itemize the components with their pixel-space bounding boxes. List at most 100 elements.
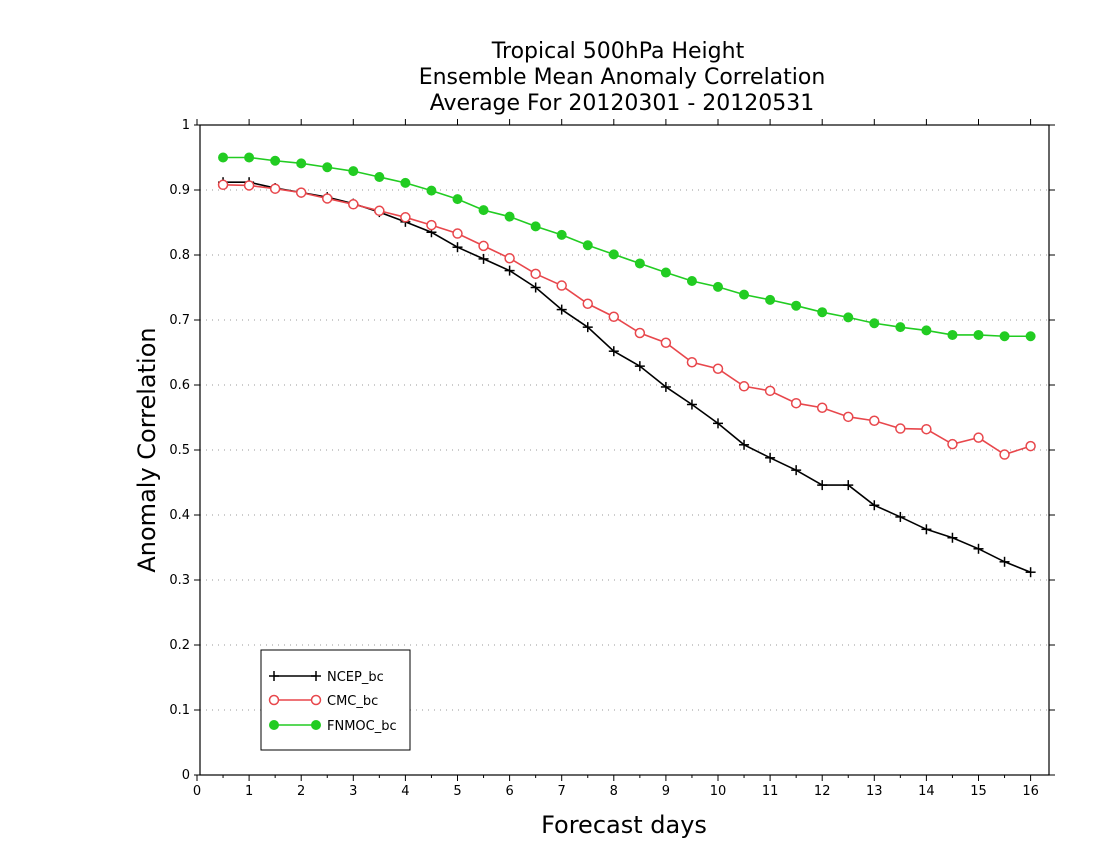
point-ncep-bc	[999, 556, 1010, 567]
legend: NCEP_bc CMC_bc FNMOC_bc	[260, 649, 411, 751]
x-tick-label: 5	[453, 784, 461, 799]
point-ncep-bc	[713, 418, 723, 429]
legend-marker-cmc-bc	[268, 694, 280, 706]
y-tick-label: 0.7	[169, 313, 190, 328]
point-cmc-bc	[582, 298, 593, 309]
point-fnmoc-bc	[426, 185, 437, 196]
series-fnmoc-bc	[218, 152, 1036, 342]
point-fnmoc-bc	[843, 312, 854, 323]
y-tick-label: 0.3	[169, 573, 190, 588]
point-fnmoc-bc	[556, 229, 567, 240]
legend-marker-cmc-bc	[310, 694, 322, 706]
point-ncep-bc	[608, 346, 619, 357]
series-line-ncep-bc	[223, 181, 1031, 573]
point-cmc-bc	[999, 449, 1010, 460]
chart-title-line-1: Tropical 500hPa Height	[491, 39, 745, 64]
point-fnmoc-bc	[296, 158, 307, 169]
point-cmc-bc	[374, 205, 385, 217]
point-fnmoc-bc	[791, 300, 802, 311]
point-fnmoc-bc	[739, 289, 750, 300]
point-cmc-bc	[217, 179, 229, 191]
point-cmc-bc	[738, 381, 750, 392]
point-fnmoc-bc	[582, 240, 593, 251]
point-fnmoc-bc	[218, 152, 229, 163]
point-ncep-bc	[791, 465, 802, 476]
point-cmc-bc	[895, 423, 906, 434]
point-fnmoc-bc	[921, 325, 932, 336]
x-tick-label: 8	[610, 784, 618, 799]
point-fnmoc-bc	[817, 307, 828, 318]
x-tick-label: 4	[401, 784, 409, 799]
point-fnmoc-bc	[400, 177, 411, 188]
x-axis-label: Forecast days	[541, 811, 707, 839]
point-ncep-bc	[973, 543, 984, 554]
point-cmc-bc	[269, 183, 281, 194]
point-fnmoc-bc	[374, 172, 385, 182]
point-fnmoc-bc	[608, 249, 619, 260]
point-ncep-bc	[660, 381, 671, 392]
point-cmc-bc	[712, 363, 724, 374]
point-ncep-bc	[765, 452, 776, 463]
point-cmc-bc	[556, 280, 567, 291]
legend-marker-fnmoc-bc	[269, 720, 279, 730]
x-tick-label: 14	[918, 784, 935, 799]
point-ncep-bc	[1025, 567, 1036, 578]
point-ncep-bc	[686, 399, 697, 410]
point-cmc-bc	[947, 438, 958, 450]
point-cmc-bc	[1025, 440, 1036, 452]
y-tick-label: 0.1	[169, 703, 190, 718]
x-tick-label: 6	[505, 784, 513, 799]
x-tick-label: 16	[1022, 784, 1039, 799]
y-tick-label: 0.9	[169, 183, 190, 198]
point-cmc-bc	[348, 199, 359, 210]
point-fnmoc-bc	[686, 276, 697, 286]
point-ncep-bc	[895, 511, 906, 522]
x-tick-label: 0	[193, 784, 201, 799]
point-fnmoc-bc	[322, 162, 333, 173]
point-cmc-bc	[869, 415, 880, 426]
y-tick-label: 0.6	[169, 378, 190, 393]
point-fnmoc-bc	[244, 152, 255, 163]
point-fnmoc-bc	[713, 281, 723, 292]
point-cmc-bc	[530, 268, 541, 280]
legend-marker-ncep-bc	[311, 671, 321, 681]
point-fnmoc-bc	[452, 194, 463, 205]
point-ncep-bc	[634, 361, 645, 372]
legend-label-ncep: NCEP_bc	[327, 670, 384, 685]
chart-title-line-2: Ensemble Mean Anomaly Correlation	[419, 65, 826, 90]
legend-label-fnmoc: FNMOC_bc	[327, 719, 397, 734]
axis-ticks: 00.10.20.30.40.50.60.70.80.910 1 2 3 4 5 6 7 8 9 1…	[169, 118, 1055, 799]
chart-title-line-3: Average For 20120301 - 20120531	[430, 91, 815, 116]
point-fnmoc-bc	[530, 221, 541, 232]
point-ncep-bc	[556, 304, 567, 315]
legend-marker-ncep-bc	[269, 671, 279, 681]
point-cmc-bc	[764, 385, 776, 397]
series-ncep-bc	[218, 177, 1036, 578]
point-fnmoc-bc	[270, 155, 281, 166]
y-tick-label: 0.4	[169, 508, 190, 523]
point-cmc-bc	[660, 337, 672, 348]
point-cmc-bc	[608, 311, 620, 322]
point-ncep-bc	[478, 253, 489, 264]
point-fnmoc-bc	[947, 329, 958, 340]
point-ncep-bc	[504, 265, 515, 276]
point-ncep-bc	[530, 282, 541, 293]
point-cmc-bc	[973, 432, 984, 443]
y-tick-label: 0	[182, 768, 190, 783]
y-tick-label: 1	[182, 118, 190, 133]
y-tick-label: 0.2	[169, 638, 190, 653]
point-cmc-bc	[921, 423, 932, 435]
point-fnmoc-bc	[634, 258, 645, 269]
legend-marker-fnmoc-bc	[311, 720, 321, 730]
point-ncep-bc	[843, 480, 854, 491]
point-cmc-bc	[295, 187, 307, 198]
x-tick-label: 7	[558, 784, 566, 799]
point-cmc-bc	[478, 240, 489, 252]
series-group	[217, 152, 1036, 578]
point-fnmoc-bc	[478, 205, 489, 216]
point-cmc-bc	[322, 193, 333, 204]
gridlines	[200, 189, 1049, 711]
point-fnmoc-bc	[999, 331, 1010, 342]
series-line-fnmoc-bc	[223, 156, 1031, 338]
